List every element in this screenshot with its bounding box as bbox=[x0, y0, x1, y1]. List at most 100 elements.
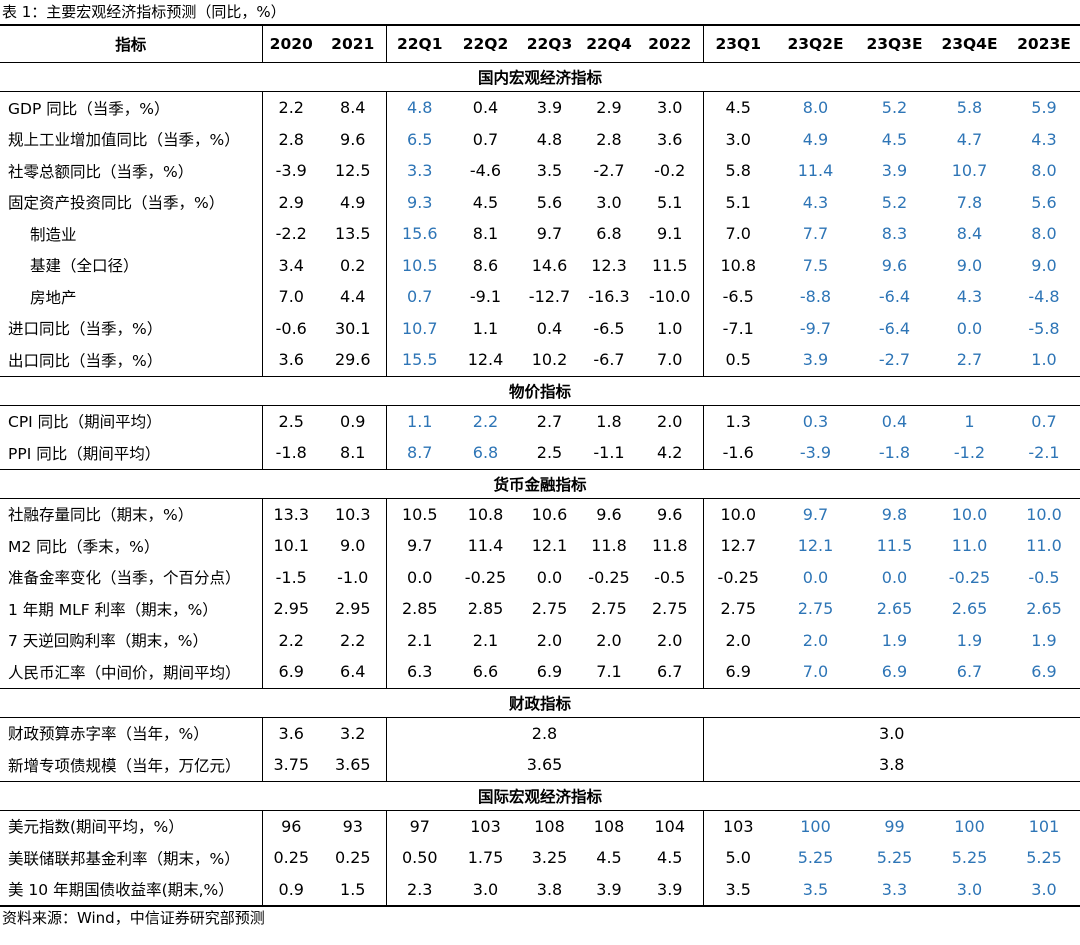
cell-22q1: 0.0 bbox=[385, 561, 453, 593]
cell-22q3: -12.7 bbox=[528, 287, 571, 307]
cell-2021: 0.9 bbox=[340, 411, 366, 431]
cell-22q1: 4.8 bbox=[385, 91, 453, 124]
cell-22q1: 10.5 bbox=[385, 498, 453, 530]
cell-22q3: 14.6 bbox=[531, 255, 568, 275]
cell-2022: 11.8 bbox=[651, 536, 688, 556]
cell-y2023: 3.0 bbox=[702, 717, 1080, 749]
table-row: 美联储联邦基金利率（期末，%） 0.25 0.25 0.50 1.75 3.25 4.5 4.… bbox=[0, 842, 1080, 874]
cell-23q4e: 1 bbox=[964, 411, 975, 431]
cell-23q2e: 0.3 bbox=[802, 411, 829, 431]
cell-23q2e: 8.0 bbox=[802, 98, 829, 118]
cell-23q4e: 5.25 bbox=[951, 848, 988, 868]
cell-23q2e: -3.9 bbox=[799, 443, 832, 463]
cell-23q3e: 5.25 bbox=[876, 848, 913, 868]
cell-22q1: 2.85 bbox=[385, 593, 453, 625]
table-row: 进口同比（当季，%） -0.6 30.1 10.7 1.1 0.4 -6.5 1.0 -7.1 -… bbox=[0, 312, 1080, 344]
cell-23q3e: 5.2 bbox=[881, 98, 908, 118]
cell-2021: 2.2 bbox=[340, 630, 366, 650]
cell-2023e: -4.8 bbox=[1028, 287, 1060, 307]
cell-2023e: 5.9 bbox=[1031, 98, 1057, 118]
cell-2022: 4.5 bbox=[657, 848, 683, 868]
cell-2020: -0.6 bbox=[261, 312, 320, 344]
cell-2021: 4.4 bbox=[340, 287, 366, 307]
table-row: GDP 同比（当季，%） 2.2 8.4 4.8 0.4 3.9 2.9 3.0 4.5 8.0 5… bbox=[0, 91, 1080, 124]
section-header-row: 物价指标 bbox=[0, 375, 1080, 406]
table-row: 财政预算赤字率（当年，%） 3.6 3.2 2.8 3.0 bbox=[0, 717, 1080, 749]
cell-23q3e: 0.4 bbox=[881, 411, 908, 431]
cell-2023e: -0.5 bbox=[1028, 567, 1060, 587]
cell-23q4e: 0.0 bbox=[956, 318, 983, 338]
cell-23q1: -6.5 bbox=[702, 281, 773, 313]
cell-23q1: 103 bbox=[702, 810, 773, 842]
cell-23q4e: 3.0 bbox=[931, 873, 1008, 907]
cell-23q4e: 4.7 bbox=[956, 129, 983, 149]
cell-23q1: 6.9 bbox=[702, 656, 773, 688]
row-label: 规上工业增加值同比（当季，%） bbox=[8, 131, 240, 150]
table-row: 房地产 7.0 4.4 0.7 -9.1 -12.7 -16.3 -10.0 -6.5 -8.8 -… bbox=[0, 281, 1080, 313]
cell-22q2: 0.7 bbox=[472, 129, 499, 149]
cell-23q4e: 4.3 bbox=[956, 287, 983, 307]
cell-22q4: 2.9 bbox=[596, 98, 622, 118]
cell-23q1: 5.8 bbox=[702, 155, 773, 187]
cell-22q3: 2.7 bbox=[536, 411, 563, 431]
cell-22q2: -0.25 bbox=[464, 567, 507, 587]
section-header-row: 财政指标 bbox=[0, 687, 1080, 718]
cell-23q1: 0.5 bbox=[702, 344, 773, 376]
cell-22q3: 3.5 bbox=[536, 161, 563, 181]
cell-22q4: 3.0 bbox=[596, 192, 622, 212]
cell-2021: 8.1 bbox=[340, 443, 366, 463]
row-label: M2 同比（季末，%） bbox=[8, 537, 160, 556]
cell-23q1: 3.0 bbox=[702, 123, 773, 155]
row-label: 7 天逆回购利率（期末，%） bbox=[8, 632, 209, 651]
header-23q1: 23Q1 bbox=[702, 24, 773, 63]
cell-22q2: 2.85 bbox=[467, 599, 504, 619]
cell-22q1: 1.1 bbox=[385, 405, 453, 437]
cell-23q2e: 100 bbox=[800, 816, 831, 836]
cell-23q4e: 5.8 bbox=[956, 98, 983, 118]
cell-2023e: 8.0 bbox=[1031, 224, 1057, 244]
cell-22q2: 6.6 bbox=[472, 662, 499, 682]
cell-2023e: 6.9 bbox=[1031, 662, 1057, 682]
row-label: 出口同比（当季，%） bbox=[8, 351, 163, 370]
cell-22q1: 3.3 bbox=[385, 155, 453, 187]
cell-2022: 104 bbox=[654, 816, 686, 836]
cell-22q4: -1.1 bbox=[593, 443, 625, 463]
cell-2021: 12.5 bbox=[334, 161, 371, 181]
row-label: 准备金率变化（当季，个百分点） bbox=[8, 569, 241, 588]
cell-2020: 3.4 bbox=[261, 249, 320, 281]
cell-23q3e: -6.4 bbox=[878, 318, 911, 338]
row-label: 美联储联邦基金利率（期末，%） bbox=[8, 849, 240, 868]
cell-23q3e: 99 bbox=[884, 816, 905, 836]
table-row: 固定资产投资同比（当季，%） 2.9 4.9 9.3 4.5 5.6 3.0 5.1 5.1 4.… bbox=[0, 186, 1080, 218]
cell-22q3: 2.5 bbox=[536, 443, 563, 463]
cell-2023e: 9.0 bbox=[1031, 255, 1057, 275]
header-2023e: 2023E bbox=[1008, 24, 1080, 63]
header-2020: 2020 bbox=[261, 24, 320, 63]
cell-22q2: 11.4 bbox=[467, 536, 504, 556]
header-row: 指标 2020 2021 22Q1 22Q2 22Q3 22Q4 2022 23Q1 23Q2E 2… bbox=[0, 24, 1080, 63]
cell-2023e: 10.0 bbox=[1026, 504, 1062, 524]
cell-23q2e: 5.25 bbox=[797, 848, 834, 868]
cell-22q1: 97 bbox=[385, 810, 453, 842]
cell-22q4: 11.8 bbox=[591, 536, 627, 556]
cell-y2020: 3.6 bbox=[261, 717, 320, 749]
cell-2022: -0.5 bbox=[654, 567, 686, 587]
cell-22q2: 103 bbox=[470, 816, 501, 836]
cell-22q4: 2.75 bbox=[591, 599, 627, 619]
header-23q4e: 23Q4E bbox=[931, 24, 1008, 63]
cell-2020: 2.8 bbox=[261, 123, 320, 155]
cell-2021: -1.0 bbox=[337, 567, 369, 587]
cell-23q1: 2.0 bbox=[702, 624, 773, 656]
cell-22q1: 6.3 bbox=[385, 656, 453, 688]
source-note: 资料来源：Wind，中信证券研究部预测 bbox=[2, 909, 265, 927]
row-label: CPI 同比（期间平均） bbox=[8, 413, 162, 432]
cell-23q1: -0.25 bbox=[702, 561, 773, 593]
row-label: GDP 同比（当季，%） bbox=[8, 99, 170, 118]
cell-22q3: 2.75 bbox=[531, 599, 568, 619]
cell-23q2e: 7.5 bbox=[802, 255, 829, 275]
cell-2023e: 8.0 bbox=[1031, 161, 1057, 181]
table-caption: 表 1：主要宏观经济指标预测（同比，%） bbox=[2, 3, 286, 21]
cell-22q4: 108 bbox=[593, 816, 625, 836]
cell-22q4: 6.8 bbox=[596, 224, 622, 244]
cell-23q2e: 7.0 bbox=[802, 662, 829, 682]
